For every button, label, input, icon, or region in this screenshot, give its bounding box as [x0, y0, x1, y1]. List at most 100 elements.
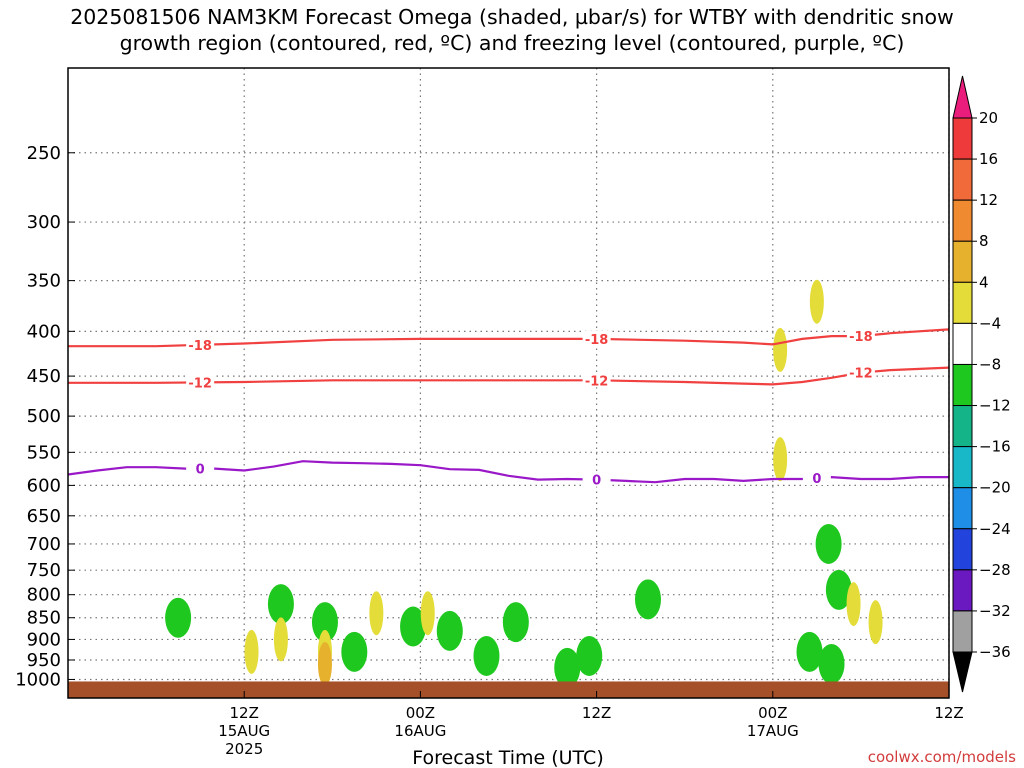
omega-cell-0-5	[436, 610, 463, 651]
omega-cell-0-10	[796, 631, 823, 672]
contour-label-1-0: -12	[188, 376, 212, 391]
contour-label-2-2: 0	[812, 472, 821, 487]
contour-label-0-2: -18	[849, 330, 873, 345]
colorbar-label-2: 12	[979, 191, 998, 209]
omega-cell-0-4	[400, 606, 427, 647]
colorbar-label-5: −4	[979, 314, 1001, 332]
colorbar-label-6: −8	[979, 355, 1001, 373]
y-tick-label-950: 950	[27, 650, 61, 671]
x-tick-label-0-1: 15AUG	[218, 722, 270, 740]
omega-cell-1-6	[773, 437, 788, 482]
omega-cell-0-9	[576, 635, 603, 676]
contour-label-bg-2-0	[186, 460, 215, 476]
omega-cell-0-7	[502, 602, 529, 643]
x-tick-label-0-0: 12Z	[230, 704, 259, 722]
colorbar-label-8: −16	[979, 438, 1011, 456]
contour-label-bg-0-2	[846, 328, 875, 344]
omega-cell-1-8	[868, 600, 883, 645]
omega-cell-0-14	[815, 523, 842, 564]
contour-label-bg-0-1	[582, 330, 611, 346]
colorbar-swatch-10	[952, 528, 973, 571]
x-tick-label-3-0: 00Z	[758, 704, 787, 722]
colorbar-label-12: −32	[979, 602, 1011, 620]
x-tick-label-4-0: 12Z	[934, 704, 963, 722]
terrain-fill	[68, 681, 949, 698]
omega-cell-0-2	[311, 602, 338, 643]
contour-label-bg-2-1	[582, 471, 611, 487]
y-tick-label-300: 300	[27, 212, 61, 233]
omega-shading	[165, 279, 883, 688]
contour-label-2-1: 0	[592, 474, 601, 489]
colorbar-swatch-7	[952, 405, 973, 448]
contour-line-0	[68, 328, 949, 348]
y-tick-label-450: 450	[27, 366, 61, 387]
x-axis-label: Forecast Time (UTC)	[412, 747, 603, 768]
colorbar-swatch-6	[952, 363, 973, 407]
y-tick-label-550: 550	[27, 442, 61, 463]
colorbar-swatch-8	[952, 446, 973, 489]
contour-line-1	[68, 366, 949, 386]
contour-label-bg-1-1	[582, 372, 611, 388]
colorbar-swatch-11	[952, 569, 973, 612]
x-tick-label-1-1: 16AUG	[394, 722, 446, 740]
credit-text: coolwx.com/models	[868, 748, 1016, 766]
omega-cell-1-7	[846, 582, 861, 627]
x-tick-label-1-0: 00Z	[406, 704, 435, 722]
colorbar-swatch-13	[952, 610, 973, 653]
x-tick-label-0-2: 2025	[225, 740, 263, 758]
contour-label-2-0: 0	[196, 463, 205, 478]
omega-cell-0-13	[634, 579, 661, 620]
colorbar-swatch-5	[952, 322, 973, 365]
omega-cell-1-1	[273, 617, 288, 662]
plot-frame	[67, 67, 950, 699]
omega-cell-1-0	[244, 629, 259, 674]
colorbar-label-3: 8	[979, 232, 989, 250]
terrain	[68, 681, 949, 698]
contour-label-bg-2-2	[802, 470, 831, 486]
contour-label-bg-1-2	[846, 364, 875, 380]
omega-cell-0-1	[267, 584, 294, 625]
colorbar-label-9: −20	[979, 479, 1011, 497]
y-tick-label-750: 750	[27, 560, 61, 581]
y-tick-label-1000: 1000	[15, 669, 61, 690]
colorbar-swatch-0	[952, 117, 973, 160]
omega-cell-2-0	[317, 641, 332, 686]
y-tick-label-350: 350	[27, 271, 61, 292]
colorbar-swatch-4	[952, 281, 973, 324]
omega-cell-0-0	[165, 597, 192, 638]
colorbar-swatch-3	[952, 240, 973, 283]
colorbar-label-0: 20	[979, 109, 998, 127]
colorbar-label-1: 16	[979, 150, 998, 168]
omega-cell-0-12	[825, 569, 852, 610]
y-tick-label-850: 850	[27, 608, 61, 629]
chart-title: 2025081506 NAM3KM Forecast Omega (shaded…	[70, 5, 954, 29]
colorbar-label-13: −36	[979, 643, 1011, 661]
x-tick-label-3-1: 17AUG	[747, 722, 799, 740]
omega-cell-1-3	[369, 591, 384, 636]
y-tick-label-250: 250	[27, 143, 61, 164]
colorbar-bottom-arrow	[952, 651, 973, 693]
contour-label-1-2: -12	[849, 367, 873, 382]
colorbar-label-11: −28	[979, 561, 1011, 579]
omega-cell-0-3	[341, 631, 368, 672]
contour-label-bg-1-0	[186, 374, 215, 390]
contour-label-0-0: -18	[188, 339, 212, 354]
y-tick-label-900: 900	[27, 629, 61, 650]
y-tick-label-700: 700	[27, 534, 61, 555]
colorbar-swatch-9	[952, 487, 973, 530]
y-axis: 2503003504004505005506006507007508008509…	[15, 143, 75, 690]
y-tick-label-800: 800	[27, 585, 61, 606]
y-tick-label-400: 400	[27, 321, 61, 342]
contour-label-0-1: -18	[585, 333, 609, 348]
colorbar-top-arrow	[952, 75, 973, 119]
contour-label-bg-0-0	[186, 336, 215, 352]
omega-cell-0-11	[818, 643, 845, 684]
omega-cell-0-6	[473, 635, 500, 676]
x-tick-label-2-0: 12Z	[582, 704, 611, 722]
omega-cell-0-8	[554, 647, 581, 688]
chart-subtitle: growth region (contoured, red, ºC) and f…	[120, 31, 905, 55]
contour-label-1-1: -12	[585, 374, 609, 389]
y-tick-label-650: 650	[27, 506, 61, 527]
